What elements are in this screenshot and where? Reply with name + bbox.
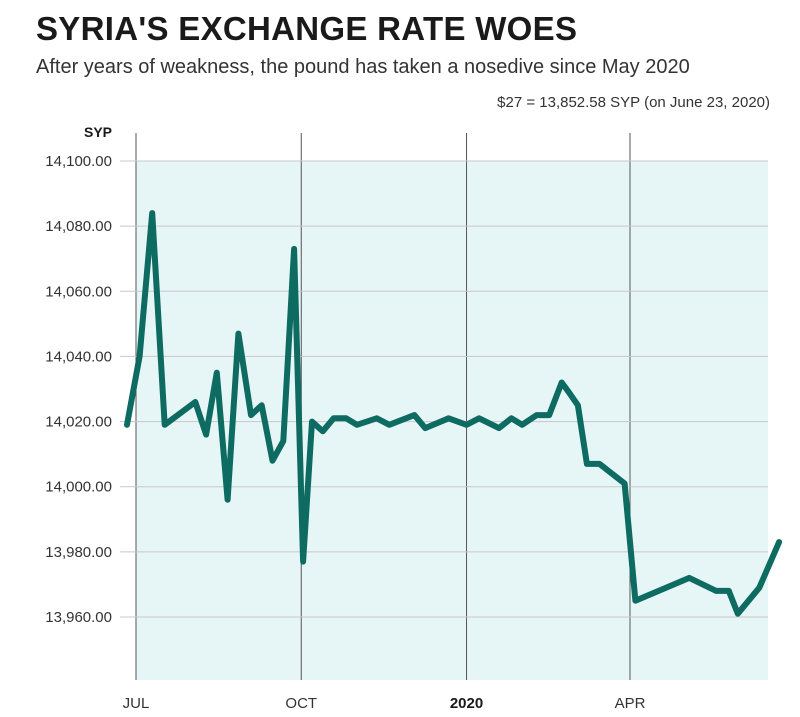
horizontal-gridlines <box>120 160 768 618</box>
y-tick-label: 14,080.00 <box>45 218 112 235</box>
x-tick-label: OCT <box>285 695 317 712</box>
vertical-gridlines <box>135 133 631 680</box>
y-tick-label: 14,020.00 <box>45 414 112 431</box>
exchange-rate-line <box>124 210 783 617</box>
y-tick-label: 13,960.00 <box>45 609 112 626</box>
exchange-rate-note: $27 = 13,852.58 SYP (on June 23, 2020) <box>497 94 770 111</box>
chart-subtitle: After years of weakness, the pound has t… <box>36 56 690 78</box>
y-axis-unit-label: SYP <box>84 124 112 140</box>
chart-title: SYRIA'S EXCHANGE RATE WOES <box>36 10 578 47</box>
x-tick-label: APR <box>615 695 646 712</box>
y-tick-label: 13,980.00 <box>45 544 112 561</box>
y-tick-label: 14,100.00 <box>45 153 112 170</box>
y-tick-label: 14,040.00 <box>45 348 112 365</box>
y-tick-label: 14,060.00 <box>45 283 112 300</box>
y-axis-ticks: 14,100.00 14,080.00 14,060.00 14,040.00 14,0… <box>45 153 112 626</box>
x-tick-label: 2020 <box>450 695 483 712</box>
y-tick-label: 14,000.00 <box>45 479 112 496</box>
x-tick-label: JUL <box>123 695 150 712</box>
x-axis-ticks: JUL OCT 2020 APR <box>123 695 646 712</box>
